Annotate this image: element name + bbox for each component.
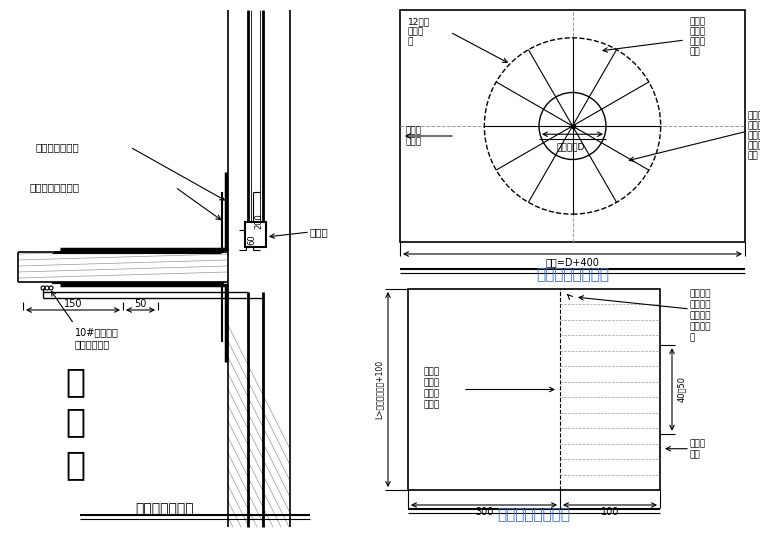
Text: 100: 100 (601, 507, 619, 517)
Text: 50: 50 (135, 299, 147, 309)
Text: 尖形叶: 尖形叶 (690, 18, 706, 26)
Text: 贴于墙基: 贴于墙基 (690, 323, 711, 331)
Text: 迎: 迎 (65, 366, 85, 398)
Text: 150: 150 (64, 299, 82, 309)
Text: 外壁: 外壁 (690, 47, 701, 56)
Text: 阴角线: 阴角线 (423, 389, 439, 398)
Text: 角线重: 角线重 (748, 142, 760, 150)
Text: 60: 60 (248, 235, 256, 245)
Text: 合）: 合） (748, 151, 758, 161)
Text: 片粘贴: 片粘贴 (690, 27, 706, 37)
Text: 管道阴: 管道阴 (748, 132, 760, 141)
Text: 200: 200 (255, 213, 264, 229)
Text: L>管道外径圆长+100: L>管道外径圆长+100 (375, 360, 384, 419)
Text: 圆形折: 圆形折 (748, 112, 760, 120)
Text: 放射状粘: 放射状粘 (690, 311, 711, 321)
Text: 粘贴于: 粘贴于 (405, 127, 421, 135)
Text: 线（与: 线（与 (748, 121, 760, 130)
Text: 出墙管道处做法: 出墙管道处做法 (136, 502, 195, 516)
Text: 等分叶片: 等分叶片 (690, 289, 711, 299)
Text: 墙立面: 墙立面 (405, 137, 421, 147)
Text: 折接（: 折接（ (423, 367, 439, 376)
Text: 长条形卷材加强层: 长条形卷材加强层 (30, 182, 80, 192)
Text: 粘贴于: 粘贴于 (690, 439, 706, 448)
Text: 于管道: 于管道 (690, 38, 706, 47)
Text: 裁剪曲: 裁剪曲 (408, 27, 424, 37)
Text: 条形卷材裁剪尺寸: 条形卷材裁剪尺寸 (498, 507, 571, 522)
Text: 置: 置 (690, 333, 695, 343)
Bar (408, 289, 660, 490)
Text: 12等分: 12等分 (408, 18, 430, 26)
Text: 与管道: 与管道 (423, 378, 439, 387)
Text: 重合）: 重合） (423, 400, 439, 409)
Bar (245, 222, 266, 247)
Text: 线: 线 (408, 38, 413, 47)
Text: 方形卷材加强层: 方形卷材加强层 (35, 142, 79, 152)
Text: 方形卷材裁剪尺寸: 方形卷材裁剪尺寸 (536, 267, 609, 282)
Text: 管壁: 管壁 (690, 450, 701, 459)
Text: 弯折后呈: 弯折后呈 (690, 301, 711, 309)
Text: 水: 水 (65, 405, 85, 439)
Text: 止水环: 止水环 (310, 227, 329, 237)
Text: 剪口范围D: 剪口范围D (556, 143, 584, 152)
Bar (400, 10, 745, 242)
Text: 面: 面 (65, 448, 85, 482)
Text: 300: 300 (475, 507, 493, 517)
Text: 边长=D+400: 边长=D+400 (546, 257, 600, 267)
Text: 40～50: 40～50 (677, 376, 686, 403)
Text: 10#铅丝扎牢: 10#铅丝扎牢 (75, 327, 119, 337)
Text: 外涂防水涂料: 外涂防水涂料 (75, 339, 110, 349)
